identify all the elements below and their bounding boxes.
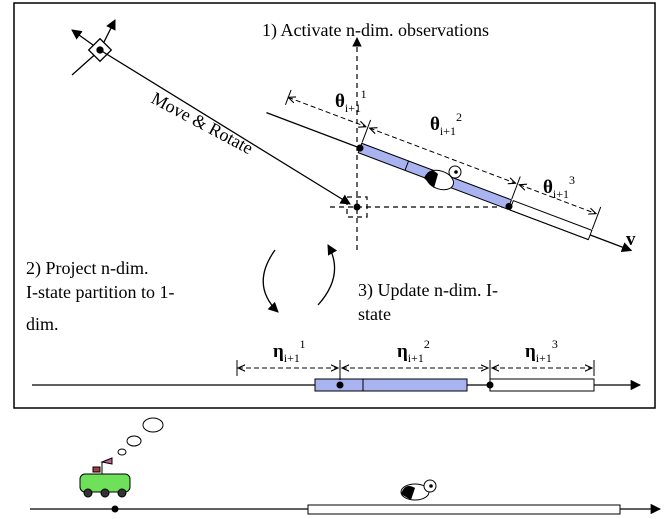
symbol: θ <box>543 177 553 198</box>
robot-icon <box>79 457 131 498</box>
line: dim. <box>26 314 59 334</box>
symbol: η <box>397 341 408 362</box>
subscript: i+1 <box>408 351 424 365</box>
line: 3) Update n-dim. I- <box>358 280 498 301</box>
line: I-state partition to 1- <box>26 282 174 302</box>
theta-label: θi+12 <box>430 110 462 138</box>
move-arrow <box>99 49 351 205</box>
frame <box>13 2 656 409</box>
position-dot <box>353 203 361 211</box>
robot-position <box>111 505 119 513</box>
line: 2) Project n-dim. <box>26 258 148 279</box>
symbol: η <box>273 341 284 362</box>
superscript: 1 <box>299 337 305 351</box>
theta-label: θi+13 <box>543 173 575 201</box>
subscript: i+1 <box>440 124 456 138</box>
subscript: i+1 <box>536 351 552 365</box>
superscript: 2 <box>424 337 430 351</box>
eta-label: ηi+12 <box>397 337 430 365</box>
step1-label: 1) Activate n-dim. observations <box>262 20 489 41</box>
theta-label: θi+11 <box>335 87 367 115</box>
one-dim-partition <box>32 360 642 392</box>
subscript: i+1 <box>284 351 300 365</box>
panda-icon <box>424 165 462 191</box>
subscript: i+1 <box>553 187 569 201</box>
panda-icon <box>400 479 437 501</box>
thought-bubbles <box>117 417 164 456</box>
symbol: θ <box>335 91 345 112</box>
step3-label: 3) Update n-dim. I- state <box>358 280 502 324</box>
superscript: 1 <box>361 87 367 101</box>
update-arrow <box>317 244 338 306</box>
step2-label: 2) Project n-dim. I-state partition to 1… <box>26 258 179 334</box>
line: state <box>358 304 391 324</box>
superscript: 3 <box>552 337 558 351</box>
velocity-label: v <box>626 229 636 250</box>
symbol: η <box>525 341 536 362</box>
superscript: 2 <box>456 110 462 124</box>
symbol: θ <box>430 114 440 135</box>
superscript: 3 <box>569 173 575 187</box>
eta-label: ηi+13 <box>525 337 558 365</box>
eta-label: ηi+11 <box>273 337 305 365</box>
world-bar <box>307 504 621 515</box>
pose-icon <box>71 19 116 76</box>
move-label: Move & Rotate <box>148 88 256 158</box>
project-arrow <box>262 249 279 313</box>
subscript: i+1 <box>345 101 361 115</box>
crosshair <box>330 37 510 250</box>
